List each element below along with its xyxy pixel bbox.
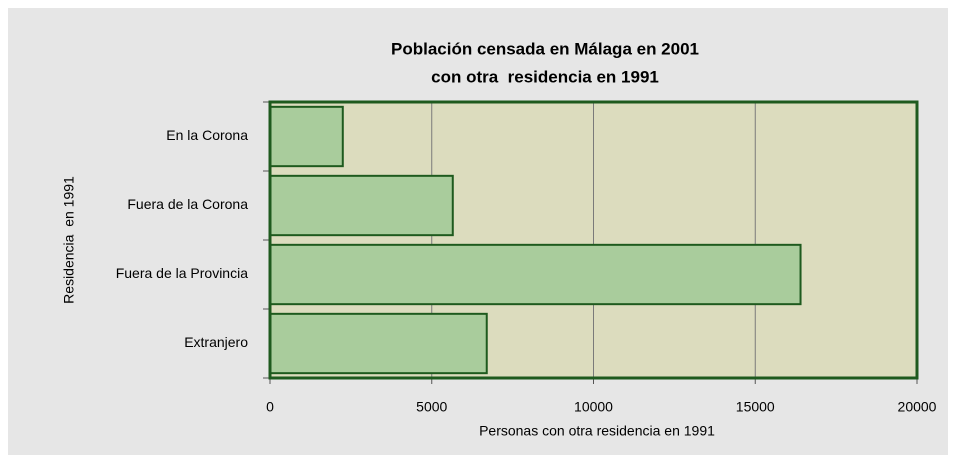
x-tick-label: 20000	[898, 399, 937, 415]
bar	[269, 174, 454, 237]
chart-title: Población censada en Málaga en 2001	[391, 39, 699, 58]
y-tick-label: Fuera de la Corona	[127, 196, 248, 212]
plot-border	[268, 100, 919, 380]
x-tick-label: 5000	[416, 399, 447, 415]
chart-subtitle: con otra residencia en 1991	[431, 67, 659, 86]
bar	[269, 243, 802, 306]
bar	[269, 312, 488, 375]
y-axis-title: Residencia en 1991	[61, 176, 77, 304]
y-tick-label: Extranjero	[184, 334, 248, 350]
y-tick-label: En la Corona	[166, 127, 248, 143]
x-tick-label: 0	[266, 399, 274, 415]
y-tick-label: Fuera de la Provincia	[116, 265, 249, 281]
bar	[269, 105, 344, 168]
x-tick-label: 15000	[736, 399, 775, 415]
x-axis-title: Personas con otra residencia en 1991	[479, 423, 715, 439]
x-tick-label: 10000	[574, 399, 613, 415]
